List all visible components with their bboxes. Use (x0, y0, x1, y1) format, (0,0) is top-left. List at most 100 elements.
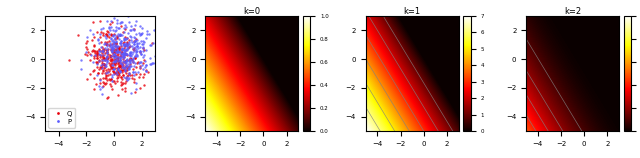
Point (125, 59, 135, 61)
Point (129, 39, 140, 42)
Point (110, 71, 120, 73)
Point (113, 32, 124, 35)
Point (90, 50, 100, 52)
Point (104, 44, 115, 46)
Point (131, 48, 141, 51)
Point (122, 79, 132, 82)
Point (94, 42, 104, 45)
Point (102, 56, 113, 59)
Point (121, 72, 131, 74)
Point (102, 43, 112, 46)
Point (97, 93, 108, 95)
Point (145, 63, 156, 65)
Point (126, 57, 136, 60)
Point (128, 51, 138, 53)
Point (125, 65, 136, 67)
Point (116, 76, 126, 78)
Point (110, 13, 120, 16)
Point (113, 93, 123, 96)
Point (93, 38, 103, 40)
Point (112, 36, 122, 38)
Point (117, 66, 127, 69)
Point (138, 54, 148, 56)
Point (109, 59, 120, 62)
Point (109, 50, 120, 52)
Point (122, 40, 132, 43)
Point (108, 66, 118, 68)
Point (130, 71, 140, 74)
Legend: Q, P: Q, P (48, 108, 75, 128)
Point (121, 38, 131, 41)
Point (117, 69, 127, 71)
Point (115, 64, 125, 66)
Point (128, 47, 138, 49)
Point (110, 49, 120, 52)
Point (99, 54, 109, 57)
Point (111, 29, 122, 31)
Point (111, 59, 122, 61)
Point (120, 67, 131, 69)
Point (88, 60, 98, 63)
Point (116, 55, 126, 57)
Point (132, 42, 143, 45)
Point (112, 46, 122, 48)
Point (81, 42, 92, 44)
Point (88, 50, 99, 53)
Point (100, 42, 111, 45)
Point (129, 41, 139, 43)
Point (138, 40, 148, 42)
Point (114, 48, 124, 50)
Point (99, 48, 109, 51)
Point (99, 67, 109, 69)
Point (83, 39, 93, 42)
Point (115, 70, 125, 73)
Point (128, 67, 138, 70)
Point (95, 79, 105, 82)
Point (119, 30, 129, 33)
Point (127, 48, 138, 51)
Point (138, 62, 148, 64)
Point (113, 76, 124, 78)
Point (109, 53, 119, 55)
Point (97, 59, 108, 61)
Point (124, 72, 134, 74)
Point (106, 63, 116, 66)
Point (112, 46, 122, 49)
Point (107, 46, 117, 49)
Point (135, 34, 145, 36)
Point (134, 65, 145, 67)
Point (102, 78, 112, 81)
Point (95, 87, 105, 90)
Point (126, 51, 136, 53)
Point (116, 61, 126, 64)
Point (135, 25, 145, 27)
Point (109, 17, 119, 20)
Point (100, 66, 110, 69)
Point (112, 80, 122, 82)
Point (118, 41, 129, 44)
Point (95, 35, 105, 38)
Point (106, 55, 116, 57)
Point (106, 19, 116, 22)
Point (115, 33, 125, 36)
Point (118, 69, 128, 72)
Point (102, 44, 112, 47)
Point (119, 43, 129, 46)
Point (138, 43, 148, 45)
Point (109, 48, 120, 50)
Point (100, 35, 110, 37)
Point (100, 77, 111, 80)
Point (114, 65, 124, 68)
Point (120, 58, 131, 61)
Point (102, 71, 112, 73)
Point (129, 47, 139, 49)
Point (128, 71, 138, 74)
Point (109, 63, 119, 66)
Point (113, 27, 123, 30)
Point (120, 52, 130, 55)
Point (108, 21, 118, 23)
Point (124, 67, 134, 69)
Point (119, 50, 129, 53)
Point (95, 33, 106, 35)
Point (107, 50, 117, 52)
